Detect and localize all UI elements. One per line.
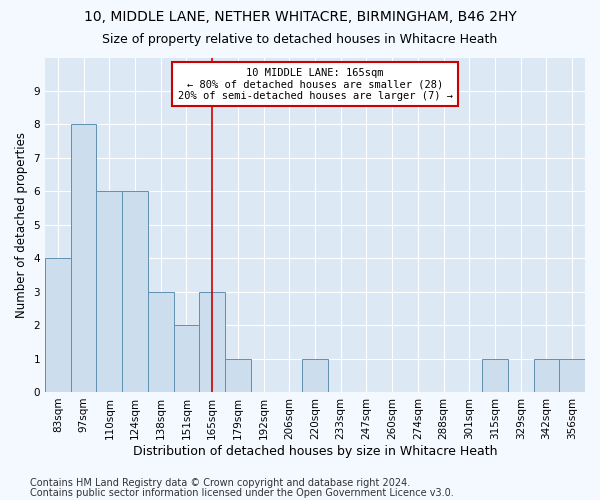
Bar	[302, 358, 328, 392]
Text: Contains HM Land Registry data © Crown copyright and database right 2024.: Contains HM Land Registry data © Crown c…	[30, 478, 410, 488]
Text: 10 MIDDLE LANE: 165sqm
← 80% of detached houses are smaller (28)
20% of semi-det: 10 MIDDLE LANE: 165sqm ← 80% of detached…	[178, 68, 452, 100]
Text: Size of property relative to detached houses in Whitacre Heath: Size of property relative to detached ho…	[103, 32, 497, 46]
Bar	[533, 358, 559, 392]
Y-axis label: Number of detached properties: Number of detached properties	[15, 132, 28, 318]
Bar	[45, 258, 71, 392]
Bar	[173, 325, 199, 392]
Bar	[97, 192, 122, 392]
Bar	[122, 192, 148, 392]
Text: Contains public sector information licensed under the Open Government Licence v3: Contains public sector information licen…	[30, 488, 454, 498]
Bar	[559, 358, 585, 392]
Bar	[225, 358, 251, 392]
Bar	[71, 124, 97, 392]
X-axis label: Distribution of detached houses by size in Whitacre Heath: Distribution of detached houses by size …	[133, 444, 497, 458]
Bar	[482, 358, 508, 392]
Bar	[199, 292, 225, 392]
Text: 10, MIDDLE LANE, NETHER WHITACRE, BIRMINGHAM, B46 2HY: 10, MIDDLE LANE, NETHER WHITACRE, BIRMIN…	[83, 10, 517, 24]
Bar	[148, 292, 173, 392]
